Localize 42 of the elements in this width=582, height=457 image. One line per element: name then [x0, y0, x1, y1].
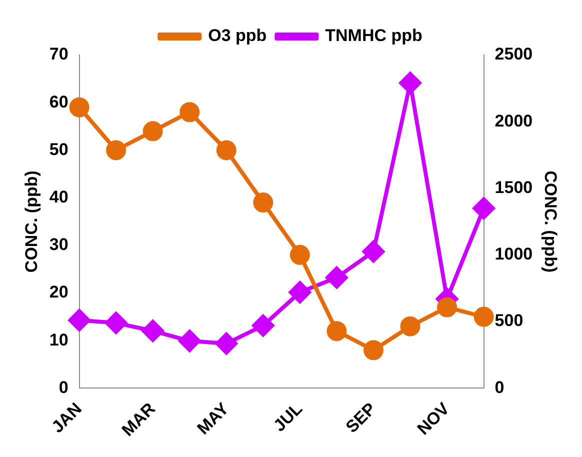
point: [290, 244, 310, 265]
point: [252, 314, 274, 337]
point: [106, 140, 126, 160]
y-tick-label: 60: [49, 92, 68, 112]
point: [362, 240, 384, 263]
point: [400, 316, 420, 336]
y2-tick-label: 2500: [494, 44, 533, 64]
legend-label: TNMHC ppb: [325, 26, 422, 46]
point: [142, 320, 164, 342]
y-tick-label: 70: [49, 44, 68, 64]
point: [326, 321, 347, 342]
y2-tick-label: 1000: [494, 244, 533, 264]
point: [68, 309, 90, 332]
point: [142, 121, 163, 142]
point: [69, 97, 90, 118]
point: [215, 332, 238, 355]
legend-label: O3 ppb: [208, 26, 267, 46]
point: [216, 140, 236, 160]
point: [363, 340, 384, 360]
y2-tick-label: 500: [494, 311, 524, 330]
y2-axis-title: CONC. (ppb): [541, 170, 560, 273]
point: [180, 102, 200, 122]
y-tick-label: 20: [49, 282, 68, 302]
point: [472, 197, 495, 220]
y-tick-label: 0: [58, 378, 68, 397]
y2-tick-label: 0: [494, 378, 504, 397]
y-tick-label: 30: [49, 235, 68, 254]
point: [474, 306, 494, 327]
point: [178, 330, 201, 352]
y-tick-label: 40: [49, 187, 68, 206]
point: [105, 312, 128, 334]
point: [437, 297, 458, 318]
point: [288, 281, 311, 304]
point: [399, 72, 422, 94]
y2-tick-label: 2000: [494, 111, 533, 130]
y-axis-title: CONC. (ppb): [22, 170, 41, 273]
point: [326, 266, 348, 289]
y-tick-label: 10: [49, 330, 68, 350]
y2-tick-label: 1500: [494, 178, 533, 197]
x-tick-label: JUL: [270, 399, 306, 436]
y-tick-label: 50: [49, 140, 68, 159]
point: [253, 192, 274, 213]
